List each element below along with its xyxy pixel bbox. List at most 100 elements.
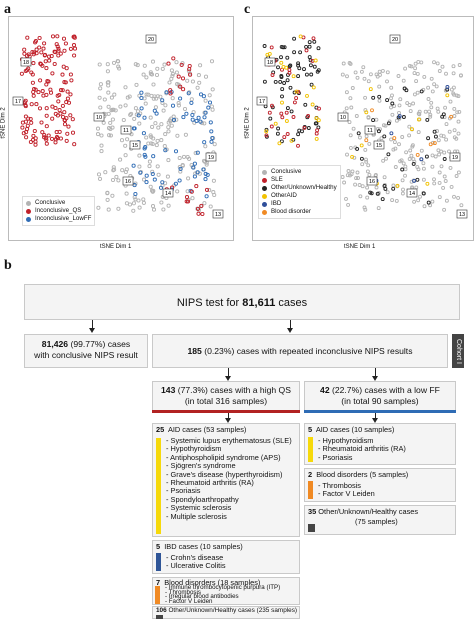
scatter-point xyxy=(155,66,160,71)
scatter-point xyxy=(346,202,351,207)
scatter-point xyxy=(56,53,61,58)
scatter-point xyxy=(359,69,364,74)
scatter-point xyxy=(314,121,319,126)
scatter-point xyxy=(185,78,190,83)
scatter-point xyxy=(365,185,370,190)
scatter-point xyxy=(174,70,179,75)
scatter-point xyxy=(452,128,457,133)
scatter-point xyxy=(265,52,270,57)
scatter-point xyxy=(66,124,71,129)
scatter-point xyxy=(311,85,316,90)
scatter-point xyxy=(155,138,160,143)
scatter-point xyxy=(159,138,164,143)
scatter-point xyxy=(209,129,214,134)
scatter-point xyxy=(374,185,379,190)
scatter-point xyxy=(160,66,165,71)
scatter-point xyxy=(195,206,201,211)
callout-box xyxy=(256,96,268,106)
scatter-point xyxy=(379,136,384,141)
scatter-point xyxy=(110,117,115,122)
scatter-point xyxy=(166,158,171,163)
list-item: - Rheumatoid arthritis (RA) xyxy=(166,478,254,488)
scatter-point xyxy=(455,110,460,115)
scatter-point xyxy=(34,102,39,107)
scatter-point xyxy=(110,177,116,183)
scatter-point xyxy=(65,89,70,94)
scatter-point xyxy=(108,120,113,125)
scatter-point xyxy=(131,208,136,213)
scatter-point xyxy=(124,201,129,206)
scatter-point xyxy=(169,123,174,128)
scatter-point xyxy=(410,144,415,149)
scatter-point xyxy=(401,187,405,192)
scatter-point xyxy=(56,46,61,51)
scatter-point xyxy=(37,106,43,111)
scatter-point xyxy=(412,92,417,97)
blood-color-bar xyxy=(308,481,313,499)
list-item: - Factor V Leiden xyxy=(318,489,375,499)
list-item: - Systemic lupus erythematosus (SLE) xyxy=(166,436,292,445)
scatter-point xyxy=(62,118,67,123)
scatter-point xyxy=(60,114,66,120)
scatter-point xyxy=(285,78,290,83)
scatter-point xyxy=(284,110,289,115)
scatter-point xyxy=(161,207,166,212)
scatter-point xyxy=(196,115,201,120)
scatter-point xyxy=(97,62,102,67)
scatter-point xyxy=(153,121,158,126)
scatter-point xyxy=(163,103,168,108)
scatter-point xyxy=(192,161,197,166)
scatter-point xyxy=(348,96,353,101)
ff-other-header: 35 Other/Unknown/Healthy cases xyxy=(308,507,419,516)
scatter-point xyxy=(169,68,174,73)
scatter-point xyxy=(53,105,58,111)
y-axis-label-c: tSNE Dim 2 xyxy=(244,107,251,139)
scatter-point xyxy=(58,51,63,56)
other-color-bar xyxy=(156,615,163,619)
scatter-point xyxy=(142,152,147,157)
scatter-point xyxy=(70,117,75,122)
scatter-point xyxy=(389,105,393,110)
scatter-point xyxy=(98,82,103,87)
scatter-point xyxy=(40,130,45,135)
scatter-point xyxy=(425,181,430,186)
scatter-point xyxy=(53,137,58,142)
scatter-point xyxy=(156,172,161,177)
scatter-point xyxy=(422,74,427,79)
scatter-point xyxy=(375,191,380,196)
scatter-point xyxy=(96,172,102,177)
arrow-to-high-qs xyxy=(228,368,229,377)
scatter-point xyxy=(134,112,139,117)
scatter-point xyxy=(37,45,42,50)
scatter-point xyxy=(415,177,420,182)
callout-box xyxy=(120,125,132,135)
scatter-point xyxy=(449,87,454,92)
arrowhead-conclusive xyxy=(89,328,95,333)
scatter-point xyxy=(197,80,202,85)
scatter-point xyxy=(397,142,401,147)
scatter-point xyxy=(397,114,402,119)
scatter-point xyxy=(144,173,149,178)
scatter-point xyxy=(135,109,141,114)
callout-box xyxy=(389,34,401,44)
scatter-point xyxy=(382,175,387,180)
scatter-point xyxy=(416,117,421,122)
callout-label: 19 xyxy=(208,155,214,161)
scatter-point xyxy=(400,167,405,172)
scatter-point xyxy=(279,60,284,65)
scatter-point xyxy=(38,78,43,83)
scatter-point xyxy=(123,103,128,108)
scatter-point xyxy=(430,199,435,204)
scatter-point xyxy=(355,75,360,80)
scatter-point xyxy=(123,143,128,148)
scatter-point xyxy=(366,163,371,168)
scatter-point xyxy=(148,184,153,189)
callout-box xyxy=(12,96,24,106)
scatter-point xyxy=(385,79,389,84)
scatter-point xyxy=(144,75,149,80)
scatter-point xyxy=(400,135,405,139)
scatter-point xyxy=(142,115,147,120)
scatter-point xyxy=(344,196,348,201)
scatter-point xyxy=(281,45,286,50)
scatter-point xyxy=(38,62,44,67)
